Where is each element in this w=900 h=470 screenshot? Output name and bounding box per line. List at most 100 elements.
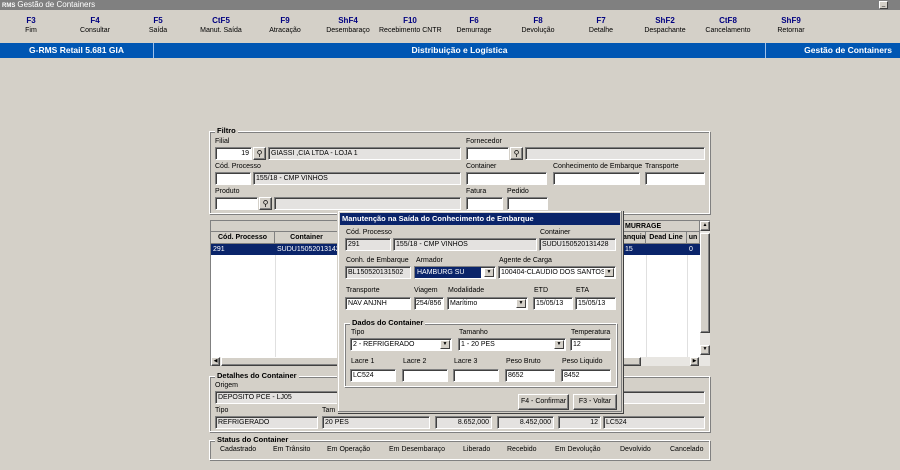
tamanho-field: 20 PES <box>322 416 430 429</box>
cell-franquia: 15 <box>625 246 633 253</box>
filial-code-input[interactable]: 19 <box>215 147 252 160</box>
vertical-scrollbar[interactable]: ▲ ▼ <box>700 221 710 357</box>
viagem-input[interactable]: 254/856 <box>414 297 444 310</box>
dropdown-arrow-icon[interactable]: ▼ <box>440 340 450 349</box>
column-header-processo[interactable]: Cód. Processo <box>211 232 275 244</box>
shortcut-key: CtF5 <box>212 16 230 25</box>
eta-label: ETA <box>576 287 590 294</box>
fornecedor-label: Fornecedor <box>466 138 502 145</box>
tamanho-select[interactable]: 1 - 20 PES ▼ <box>458 338 566 351</box>
column-header-container[interactable]: Container <box>275 232 339 244</box>
toolbar-manut-saida[interactable]: CtF5 Manut. Saída <box>190 16 252 34</box>
origem-label: Origem <box>215 382 238 389</box>
produto-label: Produto <box>215 188 240 195</box>
scroll-left-icon[interactable]: ◀ <box>211 357 220 366</box>
container-label: Container <box>540 229 571 236</box>
toolbar-despachante[interactable]: ShF2 Despachante <box>634 16 696 34</box>
armador-select[interactable]: HAMBURG SU ▼ <box>414 266 496 279</box>
group-title: Detalhes do Container <box>215 371 299 380</box>
button-label: Detalhe <box>588 27 614 34</box>
shortcut-key: F5 <box>153 16 163 25</box>
temperatura-label: Temperatura <box>571 329 611 336</box>
button-label: Atracação <box>269 27 301 34</box>
tipo-select[interactable]: 2 - REFRIGERADO ▼ <box>350 338 452 351</box>
agente-select[interactable]: 100404-CLAUDIO DOS SANTOS ▼ <box>498 266 616 279</box>
dados-container-group: Dados do Container <box>344 318 617 387</box>
toolbar-retornar[interactable]: ShF9 Retornar <box>760 16 822 34</box>
fornecedor-search-binoculars-icon[interactable]: ⚲ <box>510 147 523 160</box>
toolbar-detalhe[interactable]: F7 Detalhe <box>570 16 632 34</box>
button-label: Retornar <box>777 27 805 34</box>
pedido-input[interactable] <box>507 197 548 210</box>
produto-name-field <box>274 197 461 210</box>
tamanho-value: 1 - 20 PES <box>461 341 495 348</box>
back-button[interactable]: F3 - Voltar <box>573 394 617 410</box>
confirm-button[interactable]: F4 - Confirmar <box>518 394 569 410</box>
filial-search-binoculars-icon[interactable]: ⚲ <box>253 147 266 160</box>
eta-input[interactable]: 15/05/13 <box>575 297 616 310</box>
toolbar-demurrage[interactable]: F6 Demurrage <box>443 16 505 34</box>
lacre3-label: Lacre 3 <box>454 358 478 365</box>
produto-code-input[interactable] <box>215 197 258 210</box>
group-title: Dados do Container <box>350 318 426 327</box>
scroll-up-icon[interactable]: ▲ <box>700 221 710 231</box>
button-label: Cancelamento <box>705 27 751 34</box>
toolbar-desembaraco[interactable]: ShF4 Desembaraço <box>317 16 379 34</box>
column-header-franquia[interactable]: anquia <box>623 232 646 244</box>
temperatura-input[interactable]: 12 <box>570 338 611 351</box>
status-banner: G-RMS Retail 5.681 GIA Distribuição e Lo… <box>0 43 900 58</box>
dropdown-arrow-icon[interactable]: ▼ <box>604 268 614 277</box>
title-bar: RMS Gestão de Containers <box>0 0 900 10</box>
peso-liquido-input[interactable]: 8452 <box>561 369 611 382</box>
minimize-button[interactable]: _ <box>879 1 888 9</box>
processo-code-input[interactable] <box>215 172 251 185</box>
status-recebido: Recebido <box>507 446 537 453</box>
transporte-input[interactable]: NAV ANJNH <box>345 297 411 310</box>
toolbar-recebimento[interactable]: F10 Recebimento CNTR <box>379 16 442 34</box>
button-label: Consultar <box>80 27 110 34</box>
transporte-input[interactable] <box>645 172 705 185</box>
produto-search-binoculars-icon[interactable]: ⚲ <box>259 197 272 210</box>
fatura-input[interactable] <box>466 197 503 210</box>
scroll-thumb[interactable] <box>700 233 710 333</box>
column-header-dead-line[interactable]: Dead Line <box>646 232 687 244</box>
etd-input[interactable]: 15/05/13 <box>533 297 573 310</box>
processo-name-field: 155/18 - CMP VINHOS <box>393 238 537 251</box>
lacre1-input[interactable]: LC524 <box>350 369 396 382</box>
peso-bruto-input[interactable]: 8652 <box>505 369 555 382</box>
dropdown-arrow-icon[interactable]: ▼ <box>554 340 564 349</box>
shortcut-key: ShF2 <box>655 16 675 25</box>
pedido-label: Pedido <box>507 188 529 195</box>
shortcut-key: F8 <box>533 16 543 25</box>
button-label: Despachante <box>644 27 686 34</box>
scroll-right-icon[interactable]: ▶ <box>690 357 699 366</box>
modalidade-select[interactable]: Marítimo ▼ <box>447 297 528 310</box>
dropdown-arrow-icon[interactable]: ▼ <box>484 268 494 277</box>
scroll-down-icon[interactable]: ▼ <box>700 345 710 355</box>
processo-name-field: 155/18 - CMP VINHOS <box>253 172 461 185</box>
tipo-label: Tipo <box>215 407 229 414</box>
lacre2-input[interactable] <box>402 369 448 382</box>
status-cancelado: Cancelado <box>670 446 704 453</box>
app-logo: RMS <box>2 3 16 9</box>
shortcut-key: F6 <box>469 16 479 25</box>
dropdown-arrow-icon[interactable]: ▼ <box>516 299 526 308</box>
column-header-un[interactable]: un <box>687 232 700 244</box>
shortcut-key: ShF9 <box>781 16 801 25</box>
toolbar-saida[interactable]: F5 Saída <box>127 16 189 34</box>
button-label: Manut. Saída <box>200 27 242 34</box>
fornecedor-code-input[interactable] <box>466 147 509 160</box>
toolbar-atracacao[interactable]: F9 Atracação <box>254 16 316 34</box>
lacre3-input[interactable] <box>453 369 499 382</box>
screen-name: Gestão de Containers <box>804 45 892 55</box>
toolbar-devolucao[interactable]: F8 Devolução <box>507 16 569 34</box>
toolbar-fim[interactable]: F3 Fim <box>0 16 62 34</box>
toolbar-consultar[interactable]: F4 Consultar <box>64 16 126 34</box>
conhecimento-input[interactable] <box>553 172 640 185</box>
temperatura-field: 12 <box>558 416 601 429</box>
shortcut-key: F3 <box>26 16 36 25</box>
status-em-devolucao: Em Devolução <box>555 446 601 453</box>
container-input[interactable] <box>466 172 547 185</box>
toolbar-cancelamento[interactable]: CtF8 Cancelamento <box>697 16 759 34</box>
lacre1-label: Lacre 1 <box>351 358 375 365</box>
